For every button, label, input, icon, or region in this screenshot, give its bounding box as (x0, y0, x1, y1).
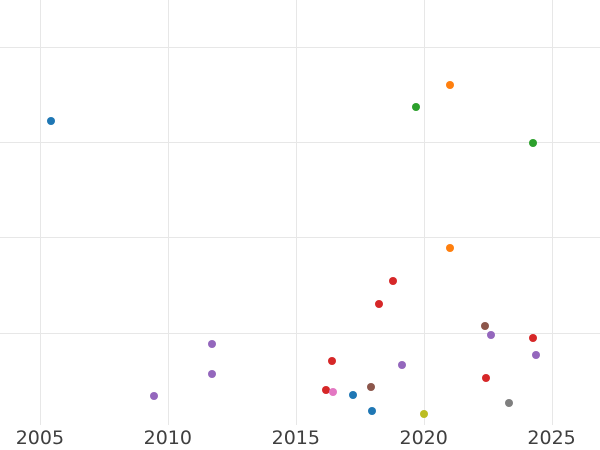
x-tick-label: 2025 (527, 427, 576, 449)
data-point-red (529, 334, 537, 343)
y-gridline (0, 332, 600, 334)
data-point-red (374, 300, 383, 308)
x-tick-label: 2015 (271, 427, 320, 449)
data-point-olive (420, 410, 428, 419)
x-gridline (423, 0, 425, 425)
x-tick-label: 2005 (15, 427, 65, 449)
data-point-blue (46, 117, 55, 126)
data-point-red (389, 277, 397, 286)
x-gridline (39, 0, 41, 425)
x-gridline (551, 0, 553, 425)
x-tick-label: 2010 (143, 427, 192, 449)
data-point-red (322, 385, 330, 394)
data-point-green (412, 102, 420, 111)
data-point-purple (207, 369, 216, 378)
data-point-red (481, 374, 490, 383)
data-point-purple (150, 392, 158, 401)
data-point-blue (348, 391, 357, 400)
data-point-purple (532, 351, 540, 360)
data-point-pink (328, 387, 337, 396)
x-gridline (167, 0, 169, 425)
data-point-orange (446, 243, 455, 252)
data-point-purple (207, 339, 216, 348)
data-point-brown (367, 382, 375, 391)
data-point-orange (446, 81, 455, 89)
data-point-gray (504, 399, 513, 407)
x-tick-label: 2020 (399, 427, 448, 449)
y-gridline (0, 46, 600, 48)
y-gridline (0, 237, 600, 239)
data-point-red (327, 357, 336, 366)
data-point-purple (398, 360, 406, 369)
y-gridline (0, 142, 600, 144)
data-point-brown (480, 321, 489, 330)
data-point-green (529, 139, 537, 148)
x-gridline (295, 0, 297, 425)
data-point-purple (487, 331, 495, 340)
data-point-blue (368, 406, 376, 415)
